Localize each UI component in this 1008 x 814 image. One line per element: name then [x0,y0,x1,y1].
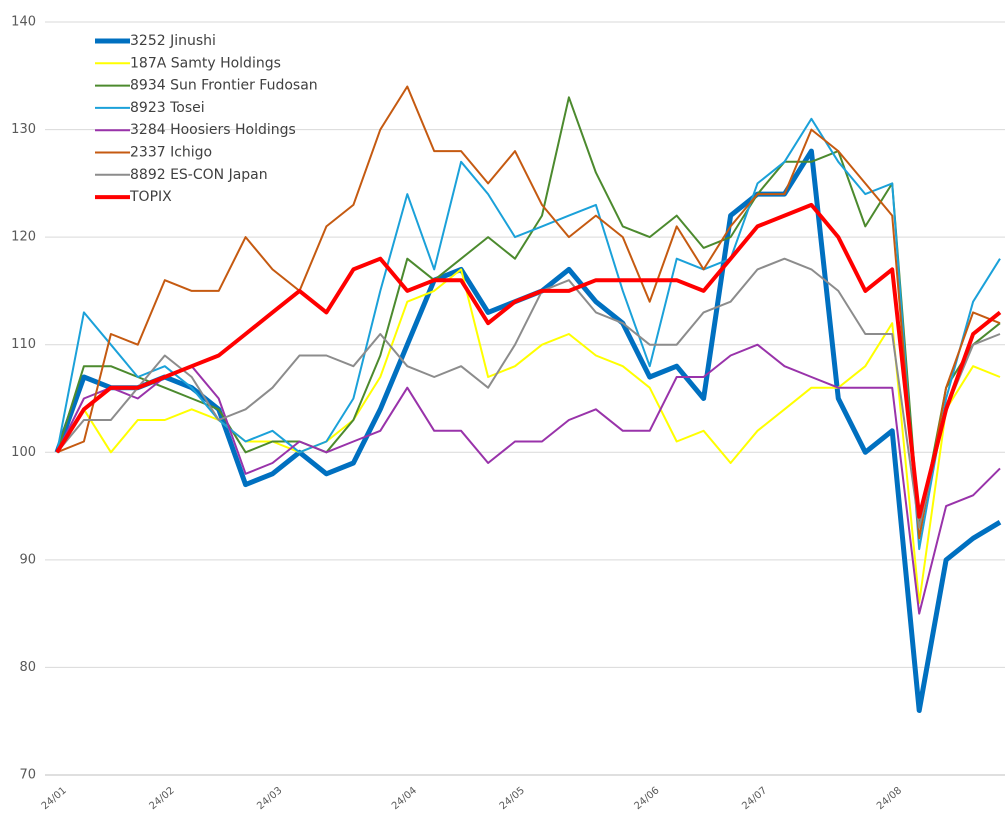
series-line [56,85,1001,540]
x-tick-label: 24/07 [740,785,769,812]
series-line [56,117,1001,551]
y-tick-label: 120 [11,230,36,245]
series-line [55,202,1002,519]
y-tick-label: 100 [11,445,36,460]
series-line [56,343,1001,615]
y-tick-label: 70 [19,768,36,783]
y-tick-label: 90 [19,552,36,567]
x-tick-label: 24/02 [147,785,176,812]
series-line [56,96,1001,529]
y-tick-label: 80 [19,660,36,675]
x-tick-label: 24/04 [390,785,419,812]
legend-text: 187A Samty Holdings [130,55,281,71]
legend-text: TOPIX [129,189,172,205]
series-line [56,257,1001,529]
x-tick-label: 24/03 [255,785,284,812]
x-tick-label: 24/05 [498,785,527,812]
x-tick-label: 24/06 [632,785,661,812]
series-line [56,268,1001,604]
legend-text: 3252 Jinushi [130,33,216,49]
y-tick-label: 130 [11,122,36,137]
y-tick-label: 110 [11,337,36,352]
series-line [54,148,1002,713]
x-tick-label: 24/08 [875,785,904,812]
legend-text: 2337 Ichigo [130,145,212,161]
legend-text: 8934 Sun Frontier Fudosan [130,78,318,94]
y-tick-label: 140 [11,15,36,30]
legend-text: 8923 Tosei [130,100,205,116]
x-tick-label: 24/01 [40,785,69,812]
legend-text: 8892 ES-CON Japan [130,167,268,183]
legend-text: 3284 Hoosiers Holdings [130,122,296,138]
